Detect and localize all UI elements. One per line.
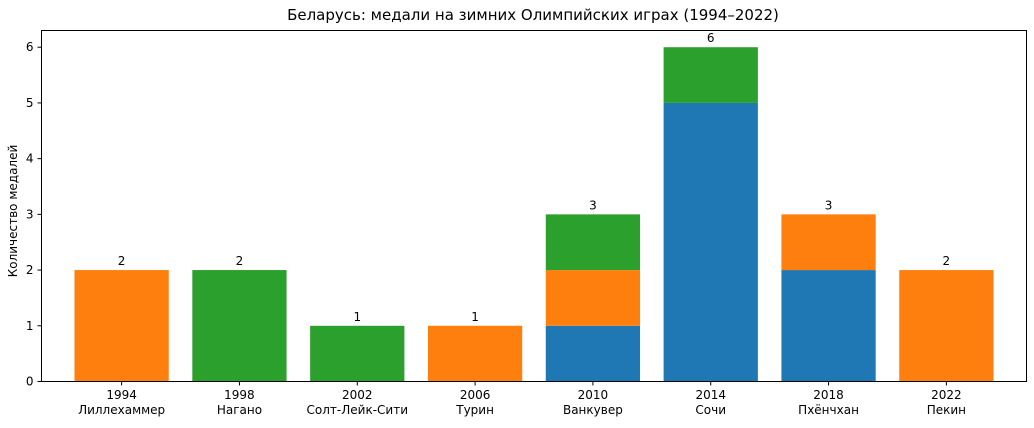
bar-segment-2010-series-3 — [545, 214, 641, 271]
value-labels-group: 2 2 1 1 3 6 3 2 — [118, 31, 950, 324]
y-tick-label-4: 4 — [26, 152, 34, 166]
data-label-2006: 1 — [471, 310, 479, 324]
bars-group — [74, 47, 994, 382]
x-tick-label-city-2002: Солт-Лейк-Сити — [307, 403, 408, 417]
y-tick-label-2: 2 — [26, 263, 34, 277]
x-tick-label-year-2014: 2014 — [695, 388, 726, 402]
x-tick-label-city-2006: Турин — [455, 403, 494, 417]
x-tick-label-year-1998: 1998 — [224, 388, 255, 402]
x-tick-label-year-2002: 2002 — [342, 388, 373, 402]
data-label-2014: 6 — [707, 31, 715, 45]
bar-segment-1998-series-3 — [192, 270, 287, 382]
bar-segment-2018-series-2 — [781, 214, 876, 271]
y-tick-label-5: 5 — [26, 96, 34, 110]
data-label-1994: 2 — [118, 254, 126, 268]
x-tick-label-year-2010: 2010 — [578, 388, 609, 402]
data-label-2022: 2 — [943, 254, 951, 268]
bar-segment-2014-series-1 — [663, 102, 758, 382]
x-tick-label-city-2018: Пхёнчхан — [798, 403, 859, 417]
y-tick-label-3: 3 — [26, 207, 34, 221]
x-tick-label-year-2018: 2018 — [813, 388, 844, 402]
data-label-2002: 1 — [353, 310, 361, 324]
x-tick-label-city-2010: Ванкувер — [563, 403, 623, 417]
y-axis: 0 1 2 3 4 5 6 — [26, 40, 42, 389]
x-tick-label-year-2022: 2022 — [931, 388, 962, 402]
x-tick-label-city-2014: Сочи — [695, 403, 726, 417]
x-tick-label-year-2006: 2006 — [460, 388, 491, 402]
x-tick-label-city-1994: Лиллехаммер — [78, 403, 165, 417]
x-tick-label-year-1994: 1994 — [106, 388, 137, 402]
y-tick-label-0: 0 — [26, 375, 34, 389]
plot-frame — [41, 30, 1027, 382]
bar-segment-2014-series-3 — [663, 47, 758, 103]
bar-segment-2006-series-2 — [427, 325, 523, 382]
x-tick-label-city-2022: Пекин — [927, 403, 966, 417]
data-label-1998: 2 — [236, 254, 244, 268]
y-axis-label: Количество медалей — [6, 145, 20, 278]
chart-title: Беларусь: медали на зимних Олимпийских и… — [287, 6, 779, 24]
y-tick-label-6: 6 — [26, 40, 34, 54]
bar-segment-2010-series-1 — [545, 325, 641, 382]
bar-segment-2002-series-3 — [310, 325, 405, 382]
x-tick-label-city-1998: Нагано — [217, 403, 262, 417]
data-label-2010: 3 — [589, 198, 597, 212]
bar-segment-2010-series-2 — [545, 270, 641, 326]
bar-segment-1994-series-2 — [74, 270, 169, 382]
data-label-2018: 3 — [825, 198, 833, 212]
y-tick-label-1: 1 — [26, 319, 34, 333]
bar-segment-2018-series-1 — [781, 270, 876, 382]
bar-segment-2022-series-2 — [899, 270, 994, 382]
